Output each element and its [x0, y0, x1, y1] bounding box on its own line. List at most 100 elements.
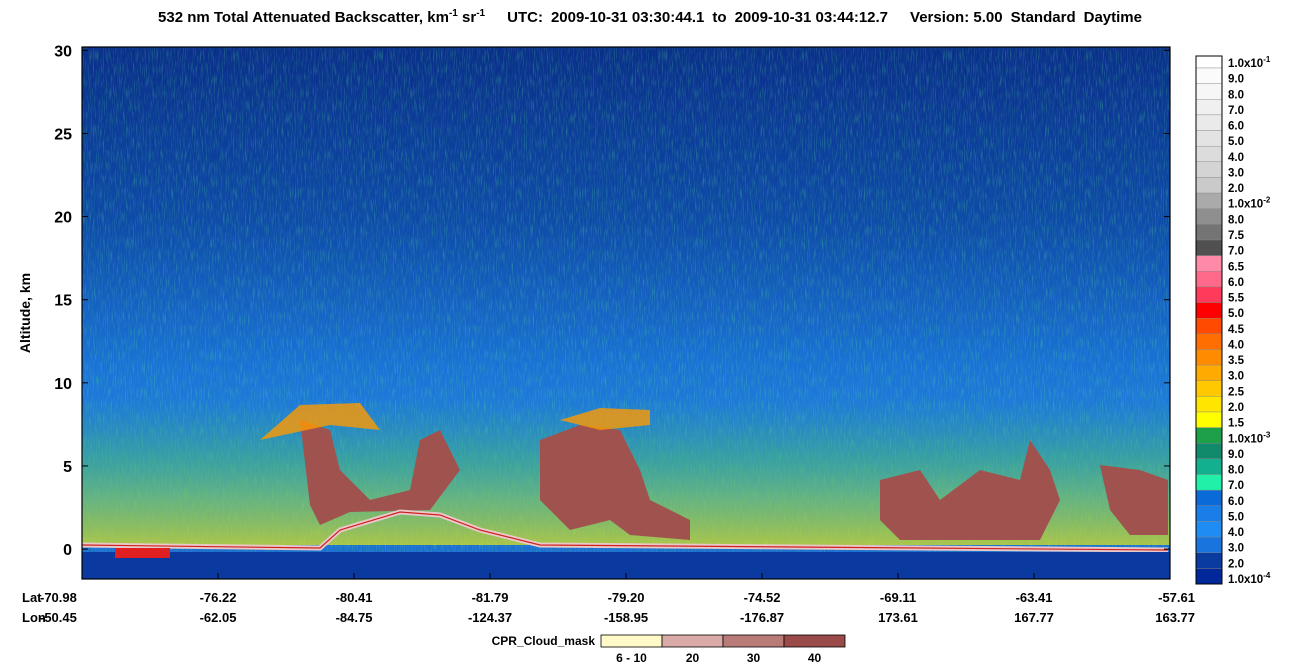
- lon-tick-label: -50.45: [40, 610, 77, 625]
- colorbar-label-text: 5.0: [1228, 308, 1244, 320]
- colorbar-label-text: 4.0: [1228, 152, 1244, 164]
- colorbar-label-text: 5.0: [1228, 136, 1244, 148]
- colorbar-swatch: [1195, 161, 1223, 178]
- colorbar-label: 5.5: [1228, 293, 1245, 305]
- lon-tick-label: 163.77: [1155, 610, 1195, 625]
- chart-title: 532 nm Total Attenuated Backscatter, km-…: [158, 8, 1142, 26]
- colorbar-label: 1.0x10-3: [1228, 430, 1271, 445]
- colorbar-swatch: [1195, 458, 1223, 475]
- colorbar-swatch: [1195, 177, 1223, 194]
- lon-tick-label: 173.61: [878, 610, 918, 625]
- cloud-mask-label: 6 - 10: [616, 651, 647, 665]
- colorbar-label-text: 3.0: [1228, 167, 1244, 179]
- y-tick-label: 10: [54, 376, 72, 393]
- colorbar-swatch: [1195, 114, 1223, 131]
- colorbar-label: 2.0: [1228, 402, 1244, 414]
- colorbar-swatch: [1195, 427, 1223, 444]
- colorbar-label-text: 3.0: [1228, 543, 1244, 555]
- colorbar-label-text: 1.0x10: [1228, 574, 1263, 586]
- cloud-mask-swatch: [600, 634, 663, 648]
- y-axis-label: Altitude, km: [17, 273, 33, 353]
- colorbar-label-text: 4.0: [1228, 527, 1244, 539]
- lat-tick-label: -70.98: [40, 590, 77, 605]
- colorbar-label-text: 7.0: [1228, 246, 1244, 258]
- colorbar-label: 6.0: [1228, 496, 1244, 508]
- colorbar-swatch: [1195, 380, 1223, 397]
- colorbar-label: 9.0: [1228, 74, 1244, 86]
- colorbar-label: 3.0: [1228, 543, 1244, 555]
- cloud-mask-title: CPR_Cloud_mask: [492, 634, 596, 648]
- colorbar-label: 9.0: [1228, 449, 1244, 461]
- colorbar-label: 1.5: [1228, 418, 1245, 430]
- colorbar-label: 4.0: [1228, 152, 1244, 164]
- colorbar-swatch: [1195, 552, 1223, 569]
- colorbar-swatch: [1195, 224, 1223, 241]
- colorbar-label-text: 2.0: [1228, 402, 1244, 414]
- colorbar-label: 2.5: [1228, 386, 1245, 398]
- colorbar-label-text: 8.0: [1228, 214, 1244, 226]
- colorbar-swatch: [1195, 349, 1223, 366]
- colorbar-label-sup: -1: [1263, 55, 1271, 64]
- cloud-shapes: [300, 420, 1168, 540]
- utc-label: UTC:: [507, 9, 543, 26]
- lat-tick-label: -74.52: [744, 590, 781, 605]
- colorbar-label-text: 2.0: [1228, 183, 1244, 195]
- daytime: Daytime: [1084, 9, 1142, 26]
- colorbar-label-text: 1.0x10: [1228, 58, 1263, 70]
- colorbar-swatch: [1195, 239, 1223, 256]
- colorbar-swatch: [1195, 443, 1223, 460]
- colorbar-swatch: [1195, 286, 1223, 303]
- cloud-mask-label: 40: [808, 651, 822, 665]
- colorbar-label: 4.5: [1228, 324, 1245, 336]
- lat-tick-label: -79.20: [608, 590, 645, 605]
- colorbar-label-text: 3.0: [1228, 371, 1244, 383]
- y-tick-label: 25: [54, 126, 72, 143]
- colorbar-label: 6.0: [1228, 277, 1244, 289]
- cloud-mask-swatch: [661, 634, 724, 648]
- colorbar-label-text: 9.0: [1228, 449, 1244, 461]
- colorbar-label-text: 1.5: [1228, 418, 1245, 430]
- lat-tick-label: -57.61: [1158, 590, 1195, 605]
- colorbar-label-text: 9.0: [1228, 74, 1244, 86]
- cloud-mask-label: 30: [747, 651, 761, 665]
- colorbar-label: 8.0: [1228, 465, 1244, 477]
- colorbar-label-text: 7.0: [1228, 105, 1244, 117]
- to-label: to: [712, 9, 726, 26]
- colorbar-swatch: [1195, 396, 1223, 413]
- colorbar-label: 1.0x10-4: [1228, 571, 1271, 586]
- colorbar-label-sup: -2: [1263, 196, 1271, 205]
- colorbar-label-text: 6.0: [1228, 121, 1244, 133]
- colorbar-label: 3.0: [1228, 371, 1244, 383]
- mode: Standard: [1011, 9, 1076, 26]
- cloud-edges: [260, 403, 650, 440]
- colorbar-label-text: 5.5: [1228, 293, 1245, 305]
- colorbar-label: 3.5: [1228, 355, 1245, 367]
- version: Version: 5.00: [910, 9, 1003, 26]
- lat-tick-label: -81.79: [472, 590, 509, 605]
- colorbar-swatch: [1195, 474, 1223, 491]
- colorbar-swatch: [1195, 302, 1223, 319]
- colorbar-swatch: [1195, 521, 1223, 538]
- colorbar-swatch: [1195, 67, 1223, 84]
- colorbar-label-text: 7.0: [1228, 480, 1244, 492]
- colorbar-label: 4.0: [1228, 339, 1244, 351]
- title-sup: -1: [449, 8, 458, 19]
- colorbar-label: 5.0: [1228, 308, 1244, 320]
- colorbar-label: 7.0: [1228, 480, 1244, 492]
- colorbar-label-text: 1.0x10: [1228, 199, 1263, 211]
- colorbar-label: 6.5: [1228, 261, 1245, 273]
- colorbar-swatch: [1195, 364, 1223, 381]
- colorbar-label-text: 1.0x10: [1228, 433, 1263, 445]
- colorbar-label-text: 6.0: [1228, 277, 1244, 289]
- colorbar-swatch: [1195, 55, 1223, 69]
- end-time: 2009-10-31 03:44:12.7: [735, 9, 888, 26]
- colorbar-label: 2.0: [1228, 558, 1244, 570]
- plot-area: [81, 46, 1171, 580]
- lon-tick-label: -176.87: [740, 610, 784, 625]
- y-tick-label: 0: [63, 542, 72, 559]
- colorbar-label-sup: -4: [1263, 571, 1271, 580]
- colorbar-swatch: [1195, 536, 1223, 553]
- colorbar-label: 7.0: [1228, 105, 1244, 117]
- colorbar-label-text: 2.5: [1228, 386, 1245, 398]
